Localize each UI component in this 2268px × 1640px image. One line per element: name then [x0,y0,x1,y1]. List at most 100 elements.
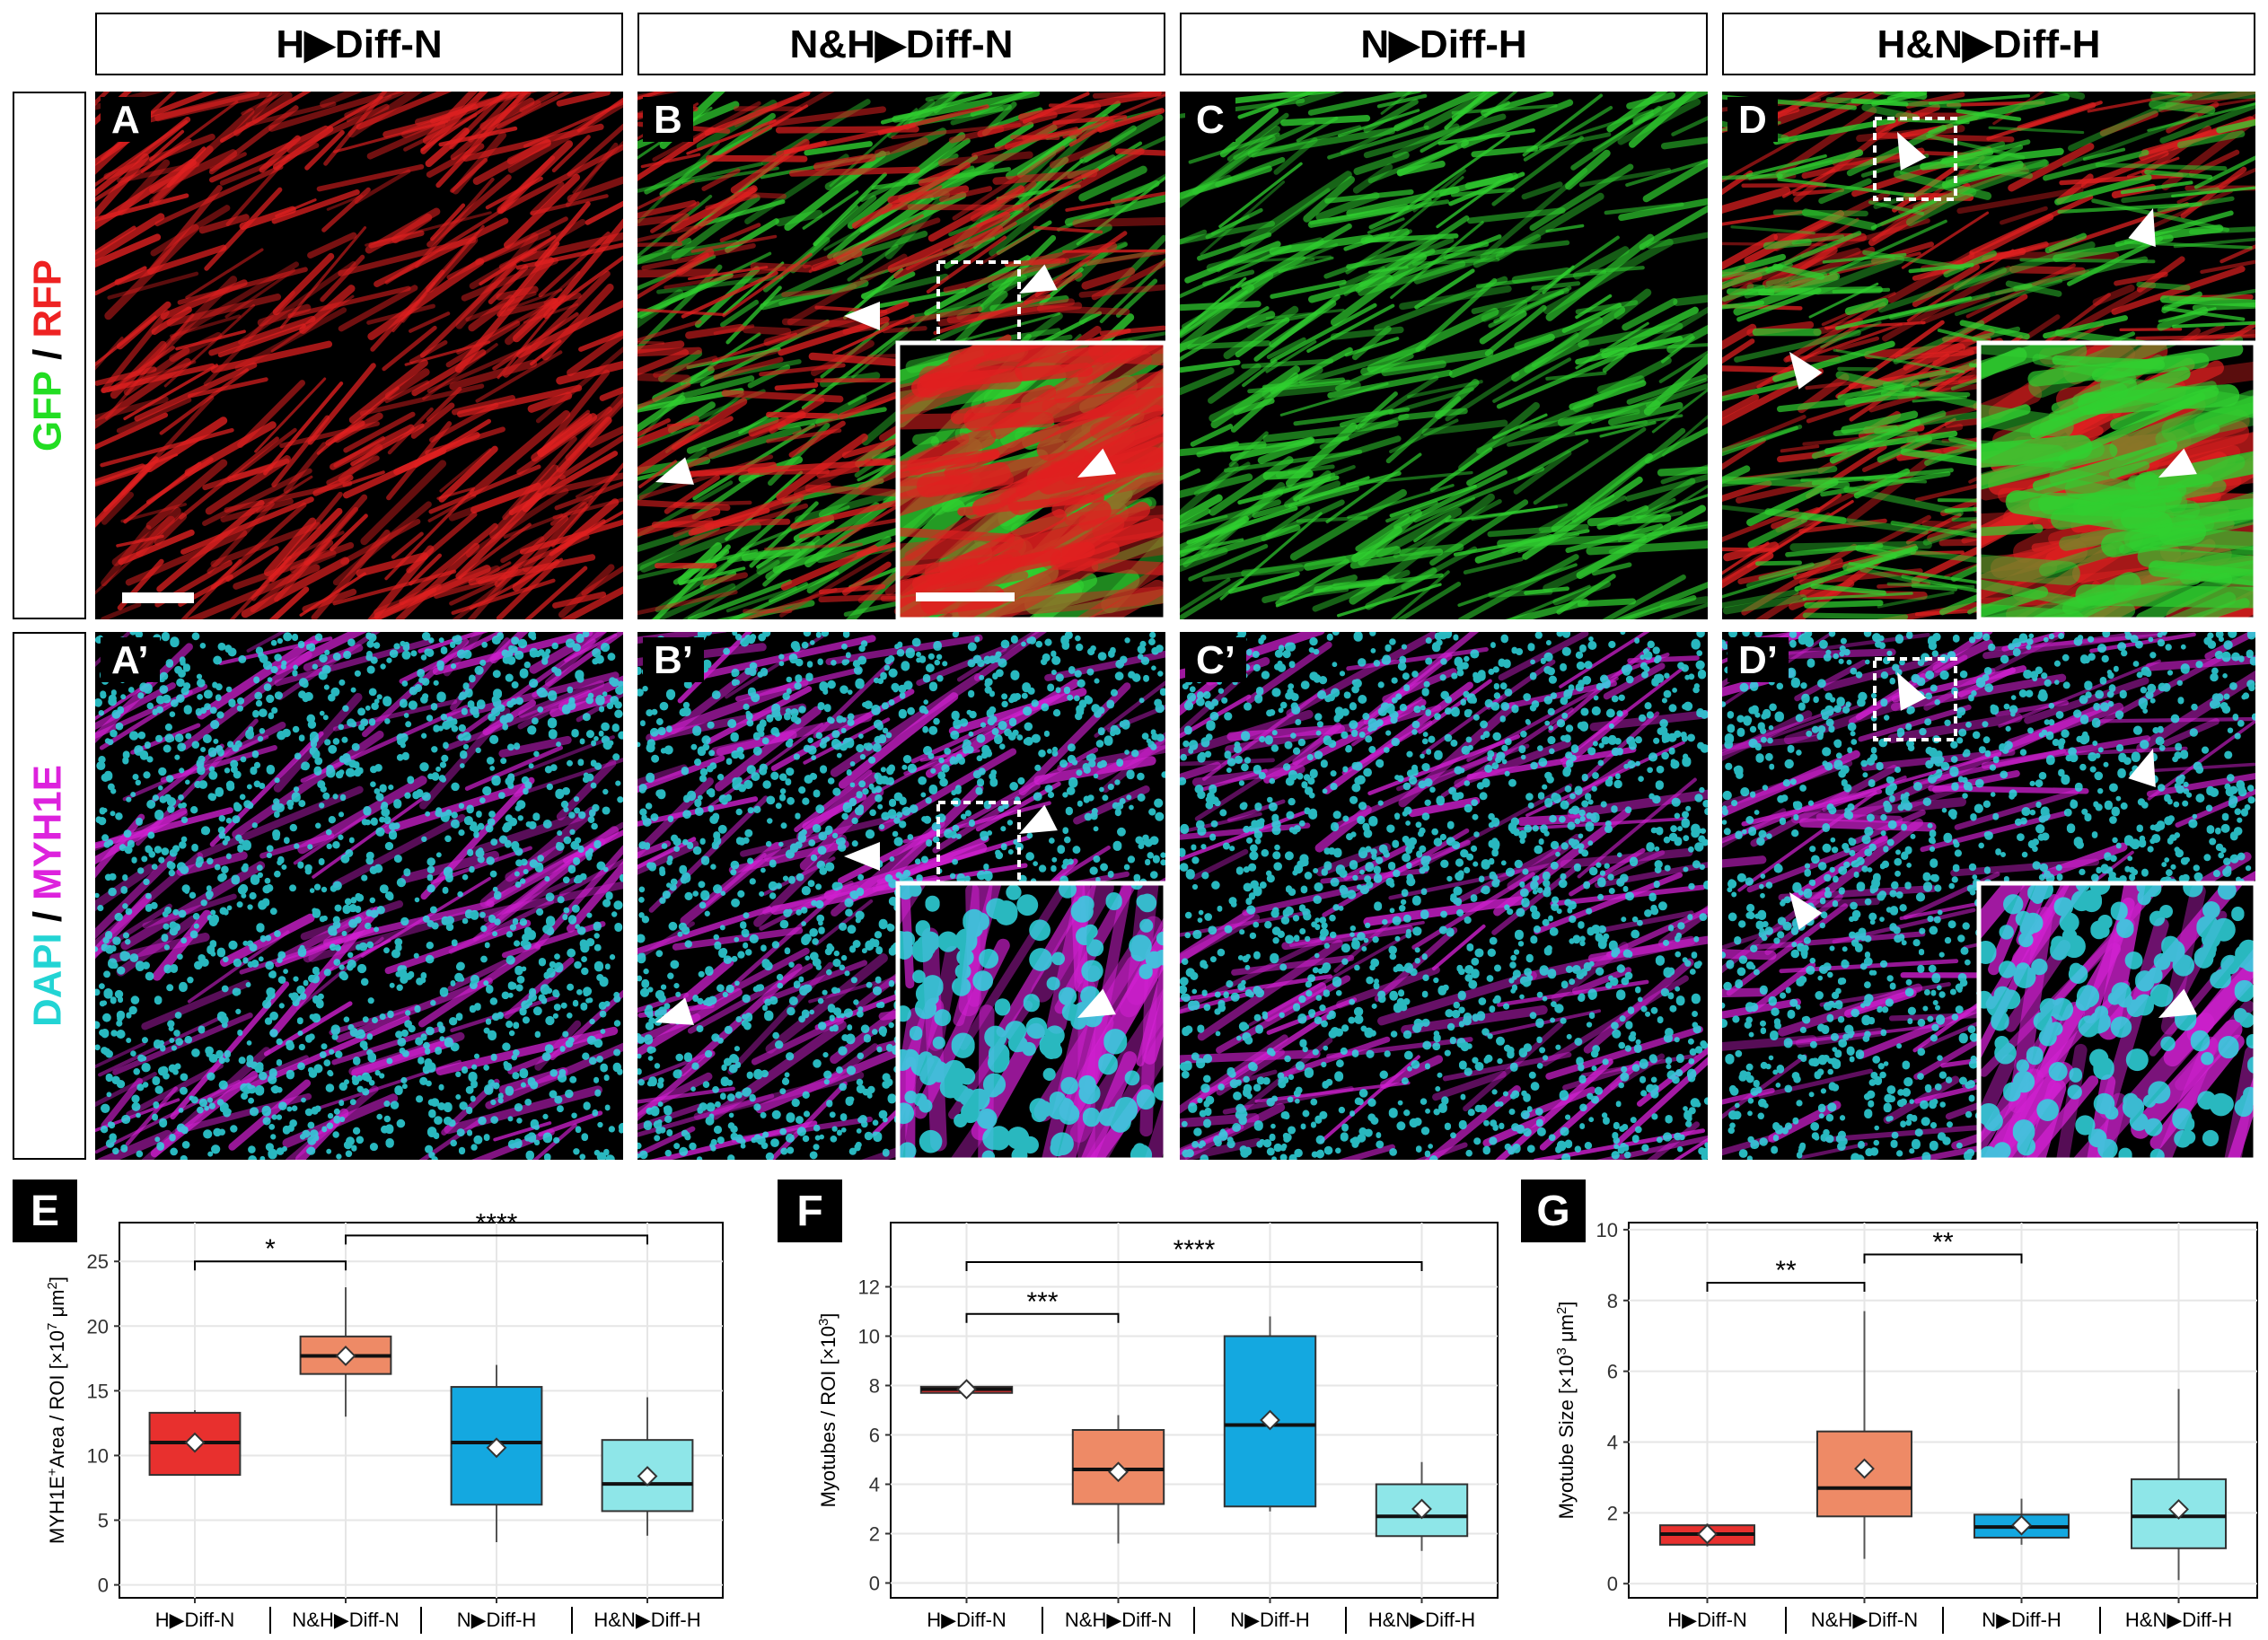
column-header: H▶Diff-N [95,13,623,75]
chart-g: 0 2 4 6 8 10 Myotube Size [×103 μm2] ** ** H▶Diff… [1554,1219,2258,1634]
row-label-segment: / [25,338,69,371]
x-tick-label: H&N▶Diff-H [593,1609,700,1631]
y-axis-label: Myotube Size [×103 μm2] [1554,1302,1578,1520]
micrograph-panel: A [95,92,623,619]
y-tick-label: 8 [869,1375,880,1398]
significance-bracket: **** [965,1235,1423,1271]
mean-marker [1260,1409,1280,1431]
mean-marker [1411,1498,1432,1520]
significance-bracket: ** [1863,1227,2023,1264]
significance-bracket: * [194,1234,347,1271]
mean-marker [486,1437,507,1459]
row-label-segment: / [25,900,69,933]
box-1 [299,1287,392,1417]
y-tick-label: 20 [87,1315,109,1337]
box-3 [2131,1389,2227,1581]
y-tick-label: 10 [87,1444,109,1467]
row-label-segment: GFP [25,371,69,452]
arrowhead-icon [2128,208,2156,247]
box-3 [601,1397,694,1536]
row-label-segment: RFP [25,259,69,338]
row-label-gfp-rfp: GFP / RFP [13,92,86,619]
arrowhead-icon [655,457,694,485]
mean-marker [2011,1514,2032,1536]
panel-label: B [643,97,693,142]
significance-label: **** [1174,1235,1216,1265]
arrowhead-icon [844,302,880,330]
zoom-region-box [1873,117,1957,201]
x-tick-label: H&N▶Diff-H [1368,1609,1475,1631]
mean-marker [335,1346,356,1366]
y-tick-label: 6 [1607,1361,1618,1383]
box-3 [1375,1461,1469,1551]
mean-marker [1854,1458,1875,1479]
y-tick-label: 6 [869,1425,880,1447]
box-2 [1223,1316,1317,1512]
row-label-segment: MYH1E [25,765,69,900]
chart-label-f: F [778,1180,842,1242]
box-2 [1974,1498,2070,1545]
x-tick-label: N▶Diff-H [1982,1609,2061,1631]
micrograph-panel: C’ [1180,632,1708,1160]
x-tick-label: N&H▶Diff-N [1811,1609,1918,1631]
svg-text:GFP / RFP: GFP / RFP [25,259,69,452]
panel-label: C’ [1185,637,1246,682]
arrowhead-icon [2158,988,2197,1018]
mean-marker [2168,1499,2189,1520]
inset-zoom [1976,881,2255,1160]
row-label-segment: DAPI [25,933,69,1027]
y-axis-label: Myotubes / ROI [×103] [816,1313,840,1508]
column-header: H&N▶Diff-H [1722,13,2255,75]
y-tick-label: 0 [869,1573,880,1595]
arrowhead-icon [1789,352,1823,390]
y-tick-label: 25 [87,1250,109,1273]
significance-bracket: **** [345,1208,648,1245]
panel-label: C [1185,97,1235,142]
arrowhead-icon [844,842,880,871]
zoom-region-box [1873,657,1957,741]
y-tick-label: 4 [869,1474,880,1496]
mean-marker [1108,1461,1129,1483]
mean-marker [637,1466,658,1487]
arrowhead-icon [1019,264,1058,294]
panel-label: B’ [643,637,704,682]
micrograph-panel: A’ [95,632,623,1160]
micrograph-panel: D [1722,92,2255,619]
box-0 [1659,1523,1755,1547]
micrograph-panel: D’ [1722,632,2255,1160]
column-header: N&H▶Diff-N [637,13,1165,75]
x-tick-label: H▶Diff-N [1667,1609,1747,1631]
box-1 [1071,1415,1165,1544]
panel-label: D’ [1727,637,1789,682]
arrowhead-icon [2128,749,2156,787]
x-tick-label: N▶Diff-H [1230,1609,1310,1631]
y-tick-label: 12 [858,1276,880,1299]
svg-text:DAPI / MYH1E: DAPI / MYH1E [25,765,69,1027]
row-label-dapi-myh1e: DAPI / MYH1E [13,632,86,1160]
arrowhead-icon [1789,892,1823,930]
chart-label-e: E [13,1180,77,1242]
x-tick-label: N&H▶Diff-N [1065,1609,1172,1631]
chart-label-g: G [1521,1180,1586,1242]
y-tick-label: 4 [1607,1431,1618,1453]
inset-zoom [895,340,1165,619]
arrowhead-icon [1077,448,1116,478]
box-0 [148,1410,242,1477]
x-tick-label: N&H▶Diff-N [292,1609,399,1631]
significance-label: * [265,1234,276,1264]
y-tick-label: 2 [869,1523,880,1546]
arrowhead-icon [1897,672,1927,711]
arrowhead-icon [2158,448,2197,478]
y-tick-label: 15 [87,1380,109,1402]
mean-marker [1697,1523,1718,1545]
micrograph-panel: B’ [637,632,1165,1160]
significance-bracket: ** [1706,1256,1866,1293]
significance-label: ** [1775,1256,1797,1285]
arrowhead-icon [1019,804,1058,834]
y-tick-label: 0 [1607,1573,1618,1595]
significance-label: **** [476,1208,518,1238]
column-header: N▶Diff-H [1180,13,1708,75]
box-0 [919,1379,1014,1400]
y-tick-label: 5 [98,1510,109,1532]
